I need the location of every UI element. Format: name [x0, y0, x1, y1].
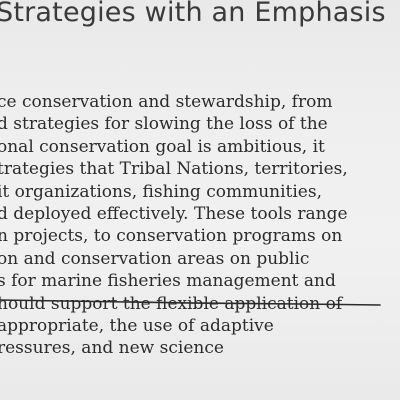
text-line: n projects, to conservation programs on — [0, 226, 343, 247]
text-line: d deployed effectively. These tools rang… — [0, 203, 348, 224]
text-line: appropriate, the use of adaptive — [0, 315, 274, 336]
text-line: s for marine fisheries management and — [0, 271, 336, 292]
text-line: onal conservation goal is ambitious, it — [0, 136, 325, 157]
text-line: on and conservation areas on public — [0, 248, 310, 269]
text-line: hould support the flexible application o… — [0, 293, 343, 314]
text-line: d strategies for slowing the loss of the — [0, 114, 328, 135]
text-line: it organizations, fishing communities, — [0, 181, 322, 202]
text-line: trategies that Tribal Nations, territori… — [0, 159, 348, 180]
text-line: ce conservation and stewardship, from — [0, 92, 333, 112]
body-paragraph: ce conservation and stewardship, from d … — [0, 91, 400, 360]
section-heading: Strategies with an Emphasis — [0, 0, 386, 28]
text-line: ressures, and new science — [0, 338, 224, 359]
pen-underline-mark — [0, 299, 381, 306]
